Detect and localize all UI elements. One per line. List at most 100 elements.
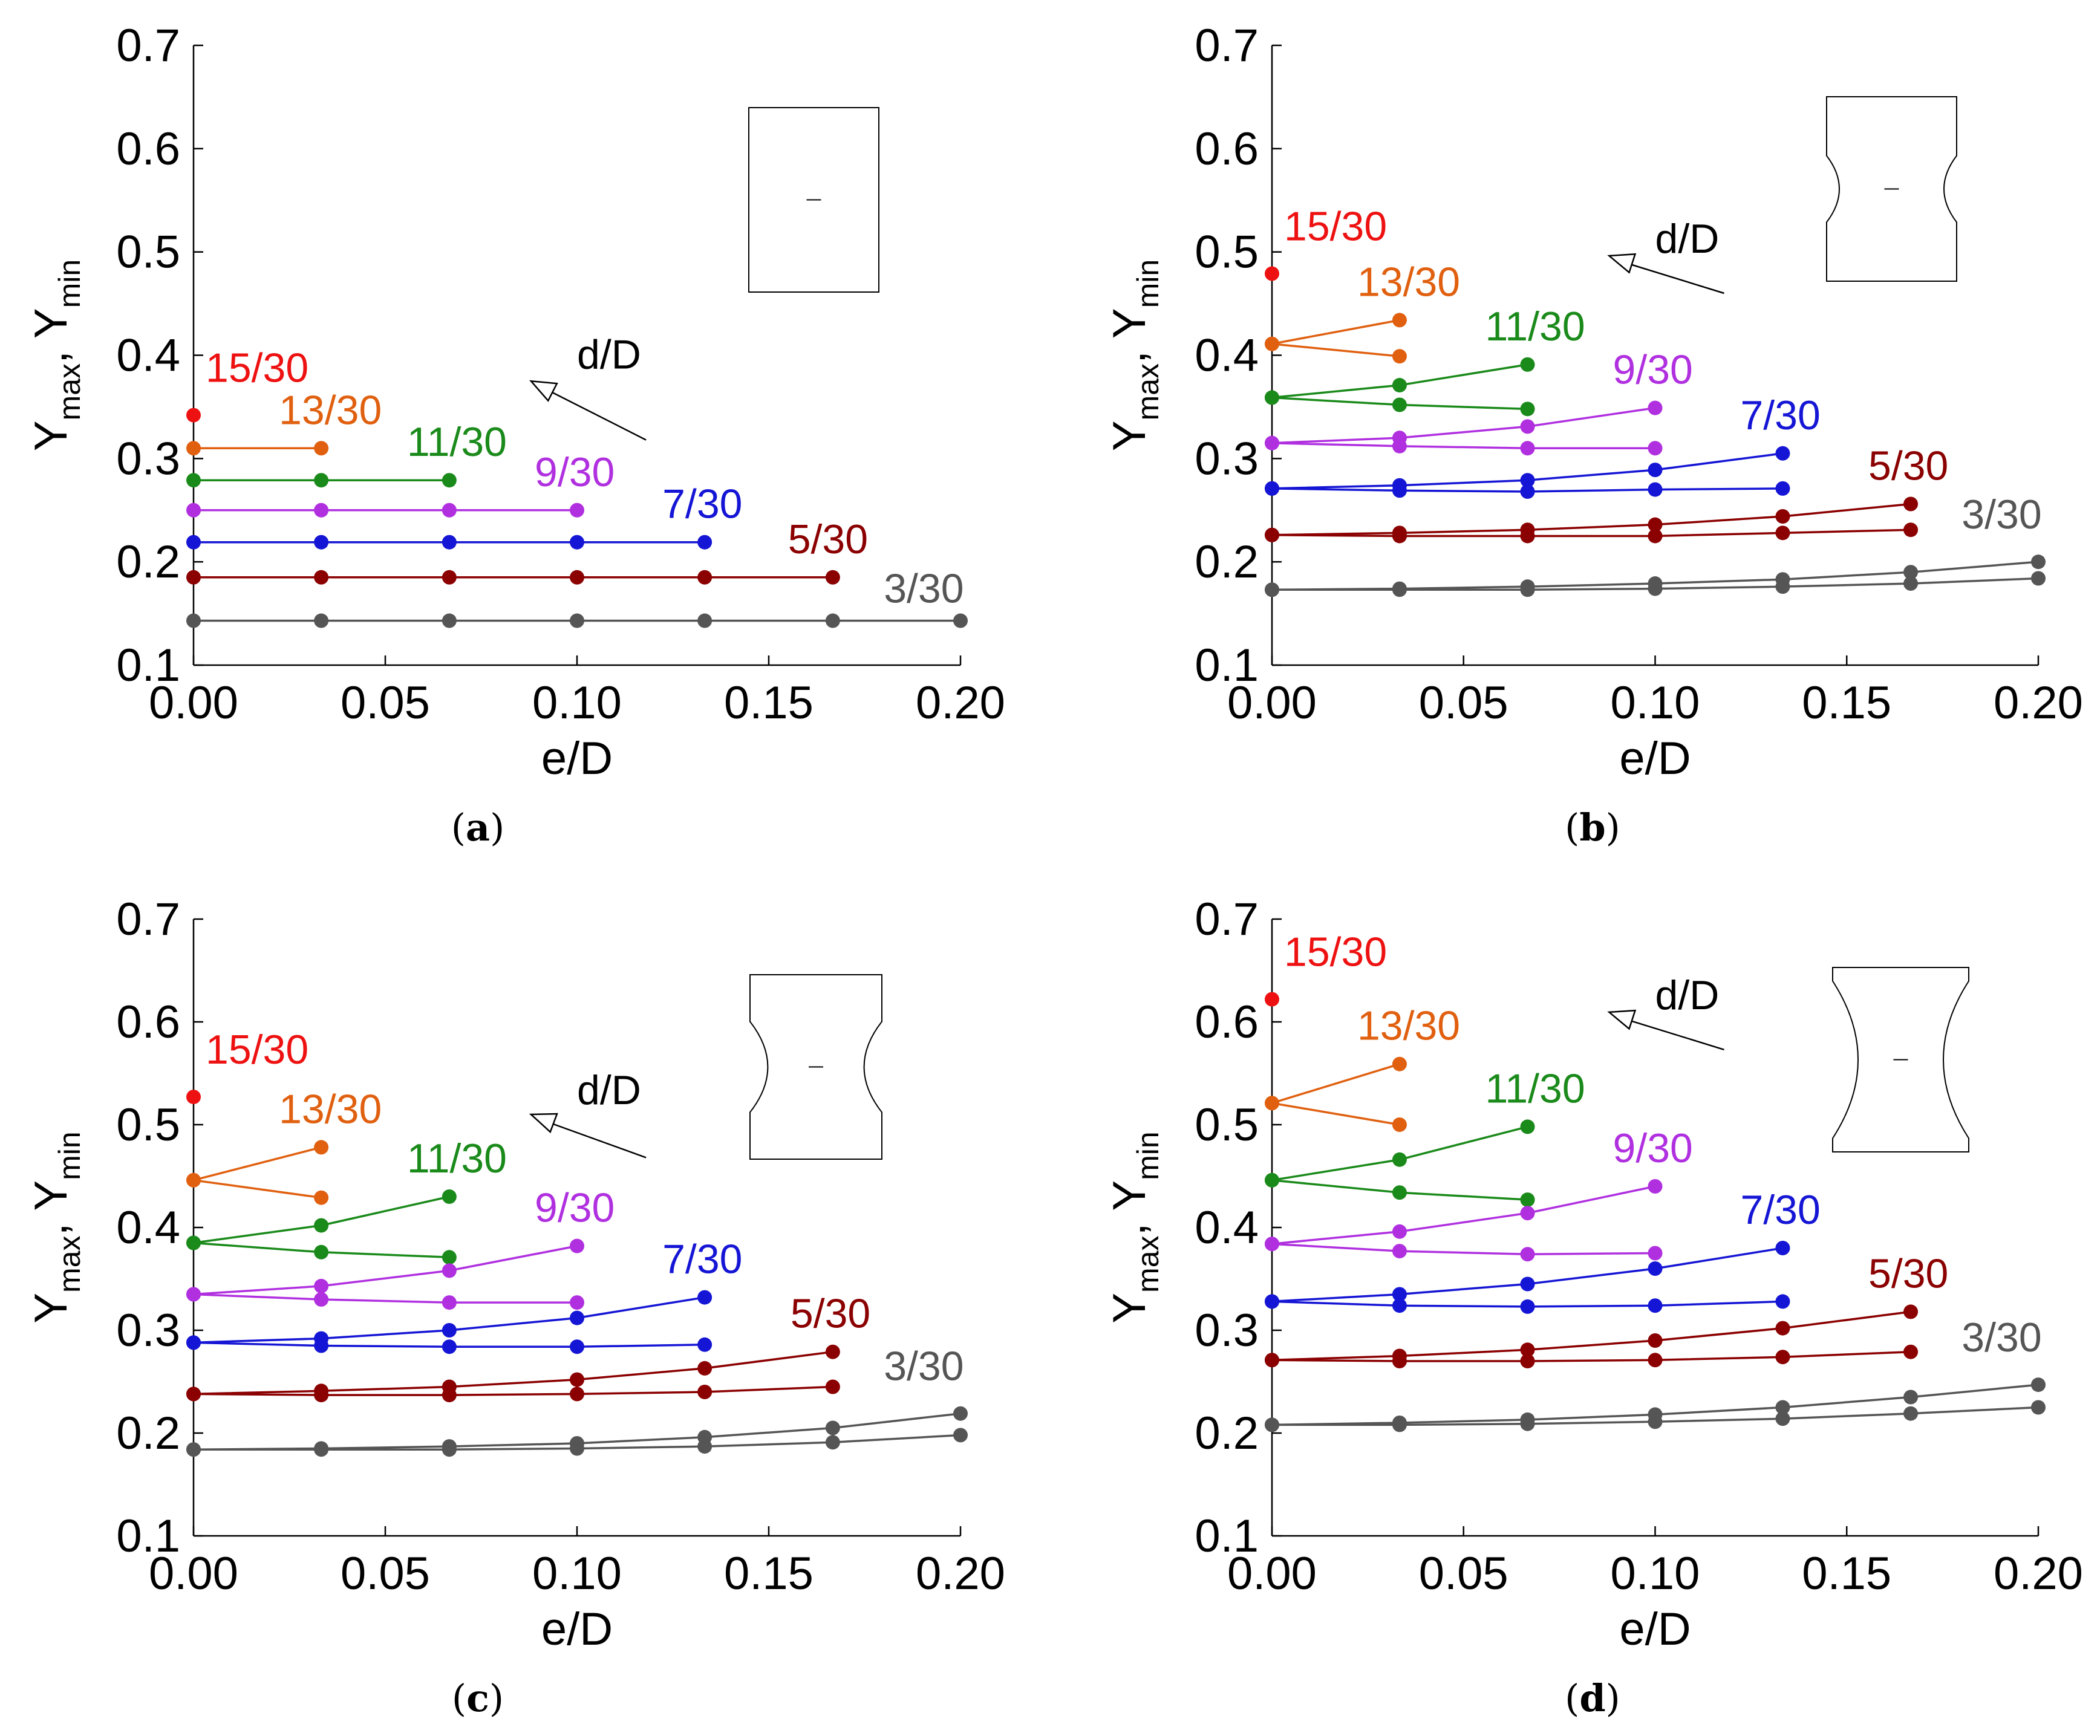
series-15-30: 15/30 (186, 345, 308, 423)
series-line-min (1271, 1102, 1400, 1126)
series-line-min (1271, 342, 1400, 357)
x-tick-label: 0.05 (341, 1548, 430, 1599)
y-tick-label: 0.3 (1195, 1305, 1259, 1356)
y-tick-label: 0.5 (116, 227, 180, 278)
data-point-min (1265, 527, 1279, 542)
data-point-max (1392, 378, 1407, 393)
data-point-min (1903, 522, 1919, 538)
series-label: 7/30 (662, 481, 742, 527)
series-3-30: 3/30 (1265, 492, 2046, 597)
x-tick-label: 0.15 (724, 677, 814, 729)
series-label: 13/30 (279, 1086, 382, 1132)
data-point-min (1775, 579, 1790, 594)
x-tick-label: 0.10 (532, 677, 622, 729)
data-point-min (314, 1442, 329, 1457)
y-tick-label: 0.5 (1195, 227, 1259, 278)
y-tick-label: 0.6 (116, 123, 180, 175)
data-point-max (314, 1218, 329, 1233)
series-9-30: 9/30 (186, 1185, 615, 1310)
data-point-max (442, 613, 457, 628)
data-point-min (1648, 581, 1663, 596)
series-11-30: 11/30 (1265, 1065, 1585, 1208)
data-point-max (1903, 1390, 1919, 1405)
series-label: 15/30 (1284, 204, 1387, 250)
series-9-30: 9/30 (1265, 1125, 1693, 1262)
data-point-min (442, 1250, 457, 1265)
x-tick-label: 0.20 (916, 1548, 1005, 1599)
data-point-min (1775, 1411, 1790, 1426)
x-axis-label: e/D (1619, 1604, 1691, 1655)
data-point-min (1392, 1244, 1407, 1259)
data-point-min (1520, 1299, 1535, 1314)
data-point-max (697, 570, 712, 585)
series-line-max (1271, 1310, 1911, 1362)
data-point-max (442, 535, 457, 550)
d-over-D-annotation: d/D (577, 1067, 641, 1113)
data-point-min (186, 1287, 201, 1302)
data-point-min (697, 1385, 712, 1399)
direction-arrow-line (538, 385, 647, 441)
specimen-inset-icon (749, 974, 882, 1160)
x-tick-label: 0.10 (532, 1548, 622, 1599)
data-point-max (953, 1406, 968, 1421)
data-point-max (697, 1290, 712, 1305)
y-tick-label: 0.2 (1195, 536, 1259, 588)
data-point-min (2031, 571, 2046, 586)
series-13-30: 13/30 (186, 387, 382, 456)
data-point-max (825, 613, 840, 628)
y-tick-label: 0.6 (116, 996, 180, 1048)
data-point-max (314, 473, 329, 488)
data-point-max (314, 441, 329, 456)
data-point-min (1520, 1354, 1535, 1368)
data-point-max (1903, 496, 1919, 512)
series-label: 5/30 (788, 516, 868, 562)
series-15-30: 15/30 (186, 1027, 308, 1105)
y-tick-label: 0.4 (1195, 330, 1259, 382)
data-point-min (1392, 1117, 1407, 1132)
data-point-min (186, 1235, 201, 1250)
data-point-max (442, 1263, 457, 1278)
data-point-min (1648, 1246, 1663, 1261)
data-point-min (1392, 1298, 1407, 1313)
data-point-min (697, 1439, 712, 1454)
data-point-min (1392, 582, 1407, 597)
series-line-min (193, 1179, 322, 1199)
data-point-max (570, 502, 584, 518)
data-point-max (1392, 1152, 1407, 1167)
series-11-30: 11/30 (186, 419, 507, 488)
data-point-max (442, 1189, 457, 1204)
data-point-min (1392, 483, 1407, 498)
series-label: 7/30 (1740, 392, 1820, 438)
data-point-min (1520, 441, 1535, 456)
data-point-min (1903, 576, 1919, 591)
data-point-min (314, 1190, 329, 1205)
data-point-max (697, 535, 712, 550)
data-point-min (1392, 1417, 1407, 1432)
x-tick-label: 0.20 (916, 677, 1005, 729)
data-point-max (442, 1323, 457, 1338)
series-7-30: 7/30 (186, 481, 742, 550)
series-line-min (1271, 1350, 1911, 1362)
data-point-min (1775, 525, 1790, 541)
data-point-min (2031, 1400, 2046, 1415)
x-axis-label: e/D (541, 733, 613, 784)
series-11-30: 11/30 (186, 1136, 507, 1265)
data-point-max (1775, 446, 1790, 461)
data-point-min (1520, 484, 1535, 499)
series-13-30: 13/30 (1265, 259, 1460, 364)
data-point-max (314, 535, 329, 550)
y-axis-label: Ymax, Ymin (25, 1131, 86, 1323)
series-label: 9/30 (535, 1185, 615, 1231)
data-point-min (1265, 390, 1279, 405)
specimen-inset-icon (1832, 967, 1969, 1152)
series-label: 13/30 (279, 387, 382, 433)
data-point-max (1520, 1119, 1535, 1134)
data-point-max (1392, 1224, 1407, 1239)
specimen-inset-icon (1826, 96, 1957, 282)
d-over-D-annotation: d/D (1655, 216, 1720, 262)
series-line-min (193, 1385, 833, 1396)
x-axis-label: e/D (1619, 733, 1691, 784)
data-point-min (1648, 482, 1663, 497)
data-point-min (314, 1388, 329, 1403)
data-point-max (1903, 1304, 1919, 1319)
